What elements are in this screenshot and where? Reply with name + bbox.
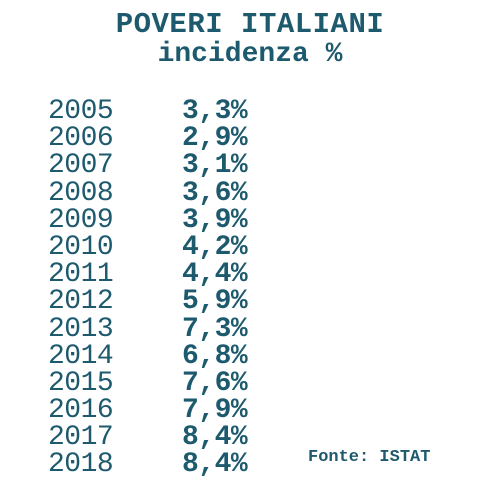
year-label: 2018: [48, 449, 114, 481]
value-label: 2,9%: [182, 123, 248, 155]
year-label: 2012: [48, 286, 114, 318]
value-label: 4,2%: [182, 231, 248, 263]
value-label: 7,6%: [182, 367, 248, 399]
year-label: 2008: [48, 177, 114, 209]
year-label: 2016: [48, 395, 114, 427]
value-label: 5,9%: [182, 286, 248, 318]
source-note: Fonte: ISTAT: [308, 448, 431, 467]
chart-subtitle: incidenza %: [157, 39, 343, 70]
value-label: 8,4%: [182, 422, 248, 454]
year-label: 2005: [48, 96, 114, 127]
value-label: 6,8%: [182, 340, 248, 372]
year-label: 2014: [48, 340, 114, 372]
value-label: 3,3%: [182, 96, 248, 127]
year-label: 2007: [48, 150, 114, 182]
value-label: 3,6%: [182, 177, 248, 209]
year-label: 2017: [48, 422, 114, 454]
chart-title: POVERI ITALIANI: [115, 8, 385, 41]
value-label: 8,4%: [182, 449, 248, 481]
year-label: 2009: [48, 204, 114, 236]
value-label: 7,9%: [182, 395, 248, 427]
value-label: 7,3%: [182, 313, 248, 345]
value-label: 3,1%: [182, 150, 248, 182]
value-label: 4,4%: [182, 259, 248, 291]
year-label: 2011: [48, 259, 114, 291]
value-label: 3,9%: [182, 204, 248, 236]
year-label: 2010: [48, 231, 114, 263]
year-label: 2015: [48, 367, 114, 399]
year-label: 2006: [48, 123, 114, 155]
year-label: 2013: [48, 313, 114, 345]
